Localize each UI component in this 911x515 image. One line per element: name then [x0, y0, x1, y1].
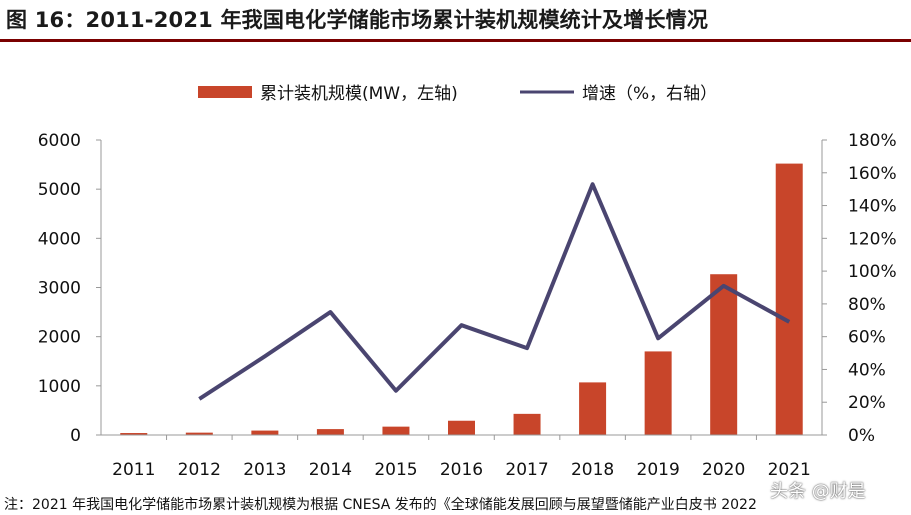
x-tick-label: 2017 — [505, 460, 548, 480]
axes: 0 1000 2000 3000 4000 5000 6000 0% 20% 40% 60% 80% 1… — [38, 131, 897, 480]
x-tick-label: 2014 — [309, 460, 352, 480]
left-tick-label: 4000 — [38, 229, 81, 249]
bar — [251, 430, 279, 435]
bar — [513, 413, 541, 435]
title-divider — [0, 39, 911, 42]
x-tick-label: 2018 — [571, 460, 614, 480]
right-tick-label: 20% — [848, 393, 886, 413]
legend-label-line: 增速（%，右轴） — [582, 84, 717, 104]
x-tick-label: 2021 — [768, 460, 811, 480]
bar — [120, 433, 148, 435]
bar — [579, 382, 607, 435]
chart-title: 图 16：2011-2021 年我国电化学储能市场累计装机规模统计及增长情况 — [6, 8, 709, 32]
footnote: 注：2021 年我国电化学储能市场累计装机规模为根据 CNESA 发布的《全球储… — [4, 497, 757, 513]
left-tick-label: 0 — [70, 426, 81, 446]
left-tick-label: 6000 — [38, 131, 81, 151]
growth-line — [198, 182, 791, 401]
legend-label-bar: 累计装机规模(MW，左轴) — [260, 84, 458, 104]
x-tick-label: 2012 — [178, 460, 221, 480]
right-tick-label: 80% — [848, 295, 886, 315]
bar — [382, 426, 410, 435]
legend-swatch-bar — [198, 86, 252, 98]
legend: 累计装机规模(MW，左轴) 增速（%，右轴） — [198, 84, 717, 104]
right-tick-label: 40% — [848, 360, 886, 380]
x-tick-label: 2016 — [440, 460, 483, 480]
right-tick-label: 100% — [848, 262, 897, 282]
left-tick-label: 1000 — [38, 377, 81, 397]
x-tick-label: 2020 — [702, 460, 745, 480]
right-tick-label: 60% — [848, 328, 886, 348]
bar-series — [120, 163, 803, 435]
left-tick-label: 5000 — [38, 180, 81, 200]
bar — [316, 429, 344, 435]
bar — [185, 432, 213, 435]
x-tick-label: 2015 — [374, 460, 417, 480]
bar — [448, 420, 475, 435]
x-tick-label: 2013 — [243, 460, 286, 480]
right-tick-label: 180% — [848, 131, 897, 151]
right-tick-label: 160% — [848, 164, 897, 184]
left-tick-label: 2000 — [38, 328, 81, 348]
right-tick-label: 0% — [848, 426, 875, 446]
bar — [775, 163, 803, 435]
x-tick-label: 2019 — [637, 460, 680, 480]
bar — [710, 274, 738, 435]
watermark: 头条 @财是 — [770, 481, 866, 502]
right-tick-label: 120% — [848, 229, 897, 249]
left-tick-label: 3000 — [38, 279, 81, 299]
right-tick-label: 140% — [848, 197, 897, 217]
line-series — [198, 182, 791, 401]
x-tick-label: 2011 — [112, 460, 155, 480]
bar — [644, 351, 672, 435]
